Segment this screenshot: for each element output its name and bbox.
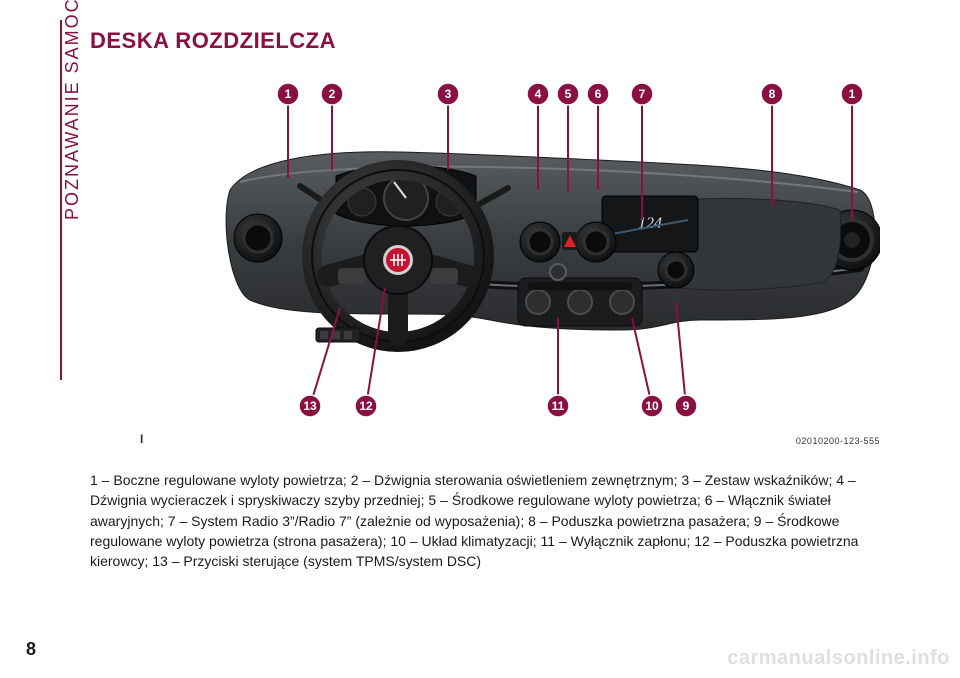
side-rail: POZNAWANIE SAMOCHODU	[26, 20, 70, 380]
callout-number: 12	[359, 399, 373, 413]
callout-number: 2	[329, 87, 336, 101]
callout-number: 8	[769, 87, 776, 101]
side-rail-line	[60, 20, 62, 380]
callout-number: 7	[639, 87, 646, 101]
figure-code: 02010200-123-555	[796, 436, 880, 446]
lower-left-buttons	[316, 328, 360, 342]
dashboard-svg: 124	[140, 70, 880, 430]
manual-page: POZNAWANIE SAMOCHODU DESKA ROZDZIELCZA	[0, 0, 960, 678]
callout-number: 6	[595, 87, 602, 101]
callout-number: 13	[303, 399, 317, 413]
callout-number: 11	[552, 399, 565, 413]
callout-number: 4	[535, 87, 542, 101]
callout-number: 1	[849, 87, 856, 101]
legend-paragraph: 1 – Boczne regulowane wyloty powietrza; …	[90, 470, 890, 571]
ignition-switch	[550, 264, 566, 280]
page-title: DESKA ROZDZIELCZA	[90, 28, 336, 54]
callout-number: 5	[565, 87, 572, 101]
callout-number: 3	[445, 87, 452, 101]
vent-passenger-center	[658, 252, 694, 288]
figure-letter: I	[140, 432, 143, 446]
section-tab-label: POZNAWANIE SAMOCHODU	[62, 0, 83, 220]
climate-controls	[518, 278, 642, 326]
dashboard-figure: 124	[140, 70, 880, 430]
callout-number: 10	[645, 399, 659, 413]
callout-number: 1	[285, 87, 292, 101]
figure-caption: I 02010200-123-555	[140, 432, 880, 446]
callout-number: 9	[683, 399, 690, 413]
vent-left	[234, 214, 282, 262]
page-number: 8	[26, 639, 36, 660]
watermark: carmanualsonline.info	[727, 647, 950, 670]
